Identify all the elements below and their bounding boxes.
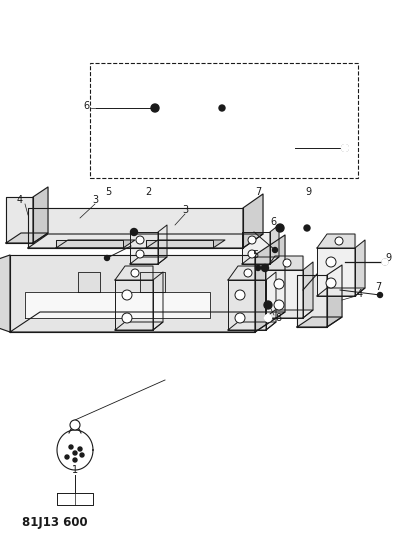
Circle shape — [326, 278, 336, 288]
Text: 1: 1 — [72, 465, 78, 475]
Circle shape — [265, 314, 272, 321]
Circle shape — [136, 250, 144, 258]
Polygon shape — [265, 310, 313, 318]
Polygon shape — [158, 225, 167, 264]
Polygon shape — [266, 272, 276, 330]
Circle shape — [70, 420, 80, 430]
Polygon shape — [25, 292, 210, 318]
Polygon shape — [115, 322, 163, 330]
Polygon shape — [265, 270, 303, 318]
Text: 4: 4 — [357, 289, 363, 299]
Text: 81J13 600: 81J13 600 — [22, 516, 88, 529]
Polygon shape — [140, 272, 165, 292]
Polygon shape — [265, 256, 303, 270]
Polygon shape — [317, 288, 365, 296]
Circle shape — [122, 290, 132, 300]
Circle shape — [378, 293, 382, 297]
Circle shape — [342, 144, 348, 151]
Text: 7: 7 — [375, 282, 381, 292]
Polygon shape — [327, 265, 342, 327]
Polygon shape — [297, 317, 342, 327]
Circle shape — [78, 447, 82, 451]
Circle shape — [130, 229, 137, 236]
Circle shape — [244, 269, 252, 277]
Circle shape — [235, 313, 245, 323]
Polygon shape — [6, 197, 33, 243]
Text: 3: 3 — [92, 195, 98, 205]
Circle shape — [264, 301, 272, 309]
Circle shape — [304, 225, 310, 231]
Polygon shape — [228, 266, 266, 280]
Polygon shape — [115, 280, 153, 330]
Circle shape — [122, 313, 132, 323]
Polygon shape — [355, 240, 365, 296]
Circle shape — [235, 290, 245, 300]
Polygon shape — [228, 322, 276, 330]
Circle shape — [382, 259, 388, 265]
Polygon shape — [56, 240, 123, 248]
Polygon shape — [28, 208, 243, 248]
Polygon shape — [130, 257, 167, 264]
Text: 7: 7 — [255, 187, 261, 197]
Polygon shape — [10, 255, 255, 332]
Bar — [90, 63, 358, 178]
Circle shape — [105, 255, 110, 261]
Polygon shape — [33, 187, 48, 243]
Text: 5: 5 — [105, 187, 111, 197]
Polygon shape — [153, 272, 163, 330]
Circle shape — [131, 269, 139, 277]
Polygon shape — [317, 234, 355, 248]
Polygon shape — [78, 272, 100, 292]
Circle shape — [65, 455, 69, 459]
Polygon shape — [146, 240, 213, 248]
Circle shape — [326, 257, 336, 267]
Circle shape — [80, 453, 84, 457]
Circle shape — [261, 264, 268, 271]
Circle shape — [274, 300, 284, 310]
Text: 9: 9 — [305, 187, 311, 197]
Polygon shape — [317, 248, 355, 296]
Text: 3: 3 — [182, 205, 188, 215]
Polygon shape — [242, 232, 270, 264]
Circle shape — [73, 458, 77, 462]
Polygon shape — [0, 255, 10, 332]
Circle shape — [248, 236, 256, 244]
Text: 8: 8 — [275, 313, 281, 323]
Polygon shape — [115, 266, 153, 280]
Polygon shape — [10, 312, 285, 332]
Circle shape — [219, 105, 225, 111]
Text: 2: 2 — [145, 187, 151, 197]
Circle shape — [73, 451, 77, 455]
Polygon shape — [242, 257, 279, 264]
Circle shape — [69, 445, 73, 449]
Circle shape — [256, 265, 261, 271]
Polygon shape — [228, 280, 266, 330]
Polygon shape — [56, 240, 135, 248]
Polygon shape — [303, 262, 313, 318]
Polygon shape — [297, 275, 327, 327]
Polygon shape — [270, 225, 279, 264]
Polygon shape — [28, 234, 263, 248]
Circle shape — [248, 250, 256, 258]
Circle shape — [276, 224, 284, 232]
Polygon shape — [243, 194, 263, 248]
Circle shape — [136, 236, 144, 244]
Text: 9: 9 — [385, 253, 391, 263]
Polygon shape — [57, 430, 93, 470]
Text: 4: 4 — [17, 195, 23, 205]
Text: 6: 6 — [270, 217, 276, 227]
Polygon shape — [6, 233, 48, 243]
Text: 6: 6 — [84, 101, 90, 111]
Polygon shape — [146, 240, 225, 248]
Polygon shape — [255, 235, 285, 332]
Circle shape — [283, 259, 291, 267]
Circle shape — [272, 247, 277, 253]
Circle shape — [151, 104, 159, 112]
Circle shape — [274, 279, 284, 289]
Polygon shape — [130, 232, 158, 264]
Text: 5: 5 — [252, 250, 258, 260]
Circle shape — [335, 237, 343, 245]
